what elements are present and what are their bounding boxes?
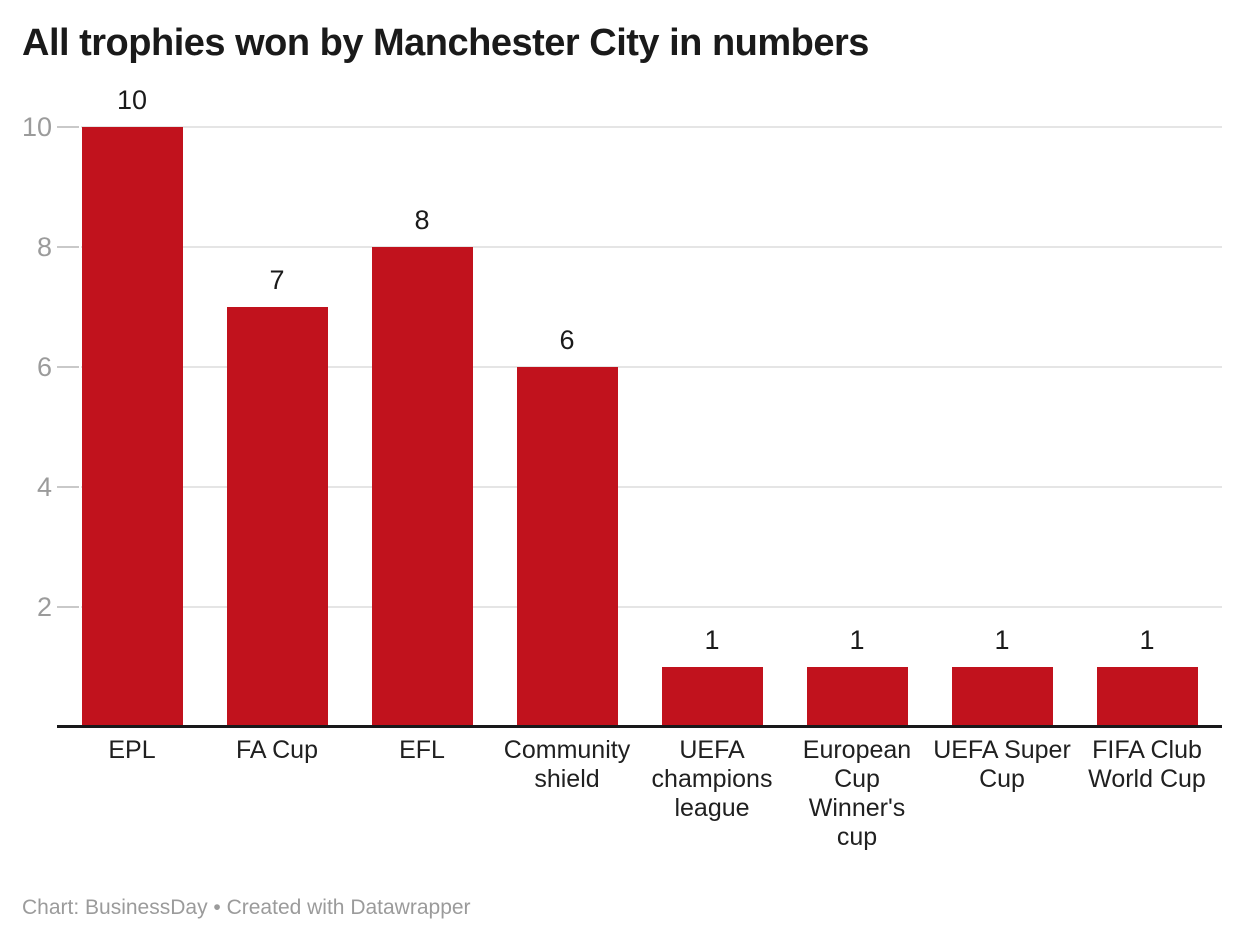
category-label: UEFA champions league — [651, 736, 773, 822]
category-label: Community shield — [503, 736, 631, 793]
y-axis-tick — [57, 246, 79, 248]
bar — [1096, 667, 1198, 727]
bar — [81, 127, 183, 727]
bar — [661, 667, 763, 727]
gridline — [81, 366, 1222, 368]
gridline — [81, 126, 1222, 128]
gridline — [81, 606, 1222, 608]
y-axis-tick-label: 8 — [36, 232, 52, 262]
bar — [226, 307, 328, 727]
y-axis-tick — [57, 126, 79, 128]
x-axis-line — [57, 725, 1222, 728]
bar — [371, 247, 473, 727]
bar-value-label: 1 — [849, 625, 865, 655]
bar-value-label: 8 — [414, 205, 430, 235]
chart-title: All trophies won by Manchester City in n… — [22, 22, 869, 64]
category-label: UEFA Super Cup — [933, 736, 1071, 793]
gridline — [81, 246, 1222, 248]
bar-value-label: 7 — [269, 265, 285, 295]
bar — [516, 367, 618, 727]
y-axis-tick — [57, 606, 79, 608]
bar-value-label: 6 — [559, 325, 575, 355]
bar-value-label: 1 — [704, 625, 720, 655]
footer-credit: Chart: BusinessDay • Created with Datawr… — [22, 896, 471, 919]
y-axis-tick — [57, 486, 79, 488]
category-label: FIFA Club World Cup — [1088, 736, 1206, 793]
category-label: FA Cup — [236, 736, 318, 764]
bar — [806, 667, 908, 727]
y-axis-tick-label: 4 — [36, 472, 52, 502]
y-axis-tick — [57, 366, 79, 368]
bar-value-label: 10 — [116, 85, 148, 115]
y-axis-tick-label: 6 — [36, 352, 52, 382]
y-axis-tick-label: 10 — [21, 112, 52, 142]
category-label: EFL — [399, 736, 445, 764]
category-label: EPL — [108, 736, 156, 764]
bar-value-label: 1 — [1139, 625, 1155, 655]
category-label: European Cup Winner's cup — [802, 736, 912, 851]
y-axis-tick-label: 2 — [36, 592, 52, 622]
bar — [951, 667, 1053, 727]
bar-value-label: 1 — [994, 625, 1010, 655]
gridline — [81, 486, 1222, 488]
